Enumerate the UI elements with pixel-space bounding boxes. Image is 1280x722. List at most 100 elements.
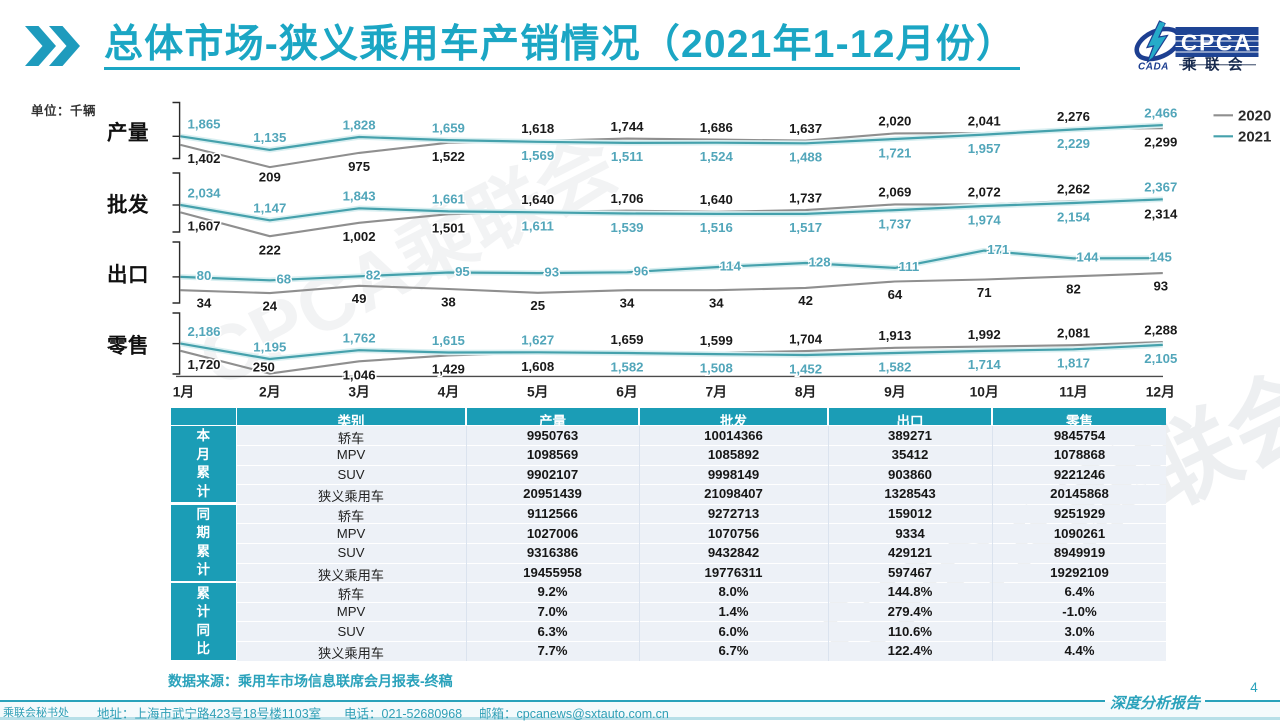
svg-text:80: 80 <box>197 268 212 283</box>
svg-text:2,154: 2,154 <box>1057 209 1091 224</box>
svg-text:1,607: 1,607 <box>187 219 220 234</box>
svg-text:1,582: 1,582 <box>878 359 911 374</box>
svg-text:2,229: 2,229 <box>1057 136 1090 151</box>
svg-text:82: 82 <box>366 268 381 283</box>
svg-text:1月: 1月 <box>173 385 194 400</box>
svg-text:1,661: 1,661 <box>432 192 465 207</box>
svg-text:975: 975 <box>348 159 370 174</box>
svg-text:1,615: 1,615 <box>432 333 465 348</box>
svg-text:1,865: 1,865 <box>187 117 220 132</box>
svg-text:2,367: 2,367 <box>1144 180 1177 195</box>
svg-text:71: 71 <box>977 285 992 300</box>
svg-text:1,524: 1,524 <box>700 149 734 164</box>
svg-text:93: 93 <box>1153 278 1168 293</box>
svg-text:2月: 2月 <box>259 385 280 400</box>
svg-text:93: 93 <box>544 264 559 279</box>
svg-text:批发: 批发 <box>107 193 149 217</box>
svg-text:1,608: 1,608 <box>521 359 554 374</box>
svg-text:2,288: 2,288 <box>1144 322 1177 337</box>
svg-text:24: 24 <box>262 298 277 313</box>
svg-text:1,522: 1,522 <box>432 149 465 164</box>
svg-text:171: 171 <box>987 242 1009 257</box>
svg-text:1,737: 1,737 <box>878 216 911 231</box>
svg-text:6月: 6月 <box>616 385 637 400</box>
svg-text:1,516: 1,516 <box>700 220 733 235</box>
svg-text:2,072: 2,072 <box>968 185 1001 200</box>
svg-text:CPCA: CPCA <box>1181 30 1252 56</box>
svg-text:1,002: 1,002 <box>343 229 376 244</box>
svg-text:38: 38 <box>441 294 456 309</box>
svg-text:95: 95 <box>455 264 470 279</box>
svg-text:1,452: 1,452 <box>789 361 822 376</box>
svg-text:5月: 5月 <box>527 385 548 400</box>
svg-text:34: 34 <box>620 296 635 311</box>
svg-text:1,599: 1,599 <box>700 333 733 348</box>
svg-text:25: 25 <box>530 298 545 313</box>
svg-text:2021: 2021 <box>1238 129 1271 146</box>
svg-text:产量: 产量 <box>107 121 149 145</box>
svg-text:2,299: 2,299 <box>1144 135 1177 150</box>
svg-text:49: 49 <box>352 291 367 306</box>
svg-text:1,488: 1,488 <box>789 150 822 165</box>
svg-text:1,539: 1,539 <box>610 220 643 235</box>
svg-text:9月: 9月 <box>884 385 905 400</box>
svg-text:乘联会: 乘联会 <box>1181 56 1251 74</box>
svg-text:2,186: 2,186 <box>187 324 220 339</box>
svg-text:1,147: 1,147 <box>253 201 286 216</box>
svg-text:1,659: 1,659 <box>432 120 465 135</box>
svg-text:1,640: 1,640 <box>521 192 554 207</box>
svg-text:1,992: 1,992 <box>968 327 1001 342</box>
svg-text:2,276: 2,276 <box>1057 109 1090 124</box>
svg-text:12月: 12月 <box>1146 385 1175 400</box>
svg-text:1,429: 1,429 <box>432 362 465 377</box>
svg-text:2,466: 2,466 <box>1144 105 1177 120</box>
svg-text:2,020: 2,020 <box>878 114 911 129</box>
svg-text:2,041: 2,041 <box>968 113 1001 128</box>
svg-text:2,034: 2,034 <box>187 185 221 200</box>
svg-text:1,686: 1,686 <box>700 120 733 135</box>
svg-text:2,105: 2,105 <box>1144 351 1177 366</box>
svg-text:1,957: 1,957 <box>968 141 1001 156</box>
svg-text:1,720: 1,720 <box>187 357 220 372</box>
svg-text:1,517: 1,517 <box>789 220 822 235</box>
svg-text:1,195: 1,195 <box>253 339 286 354</box>
svg-text:1,627: 1,627 <box>521 333 554 348</box>
svg-text:2,069: 2,069 <box>878 185 911 200</box>
svg-text:8月: 8月 <box>795 385 816 400</box>
svg-text:64: 64 <box>888 287 903 302</box>
svg-text:1,508: 1,508 <box>700 360 733 375</box>
svg-text:1,706: 1,706 <box>610 191 643 206</box>
svg-text:1,744: 1,744 <box>610 119 644 134</box>
svg-text:1,714: 1,714 <box>968 357 1002 372</box>
svg-text:3月: 3月 <box>348 385 369 400</box>
svg-text:1,828: 1,828 <box>343 117 376 132</box>
svg-text:4月: 4月 <box>438 385 459 400</box>
svg-text:1,737: 1,737 <box>789 190 822 205</box>
svg-text:1,704: 1,704 <box>789 331 823 346</box>
svg-text:128: 128 <box>809 254 831 269</box>
svg-text:145: 145 <box>1150 249 1172 264</box>
svg-text:10月: 10月 <box>970 385 999 400</box>
svg-text:111: 111 <box>899 259 920 274</box>
svg-text:1,659: 1,659 <box>610 332 643 347</box>
svg-text:1,611: 1,611 <box>522 219 554 234</box>
svg-text:82: 82 <box>1066 282 1081 297</box>
svg-text:2,314: 2,314 <box>1144 207 1178 222</box>
svg-text:42: 42 <box>798 293 813 308</box>
svg-text:1,046: 1,046 <box>343 368 376 383</box>
svg-text:11月: 11月 <box>1059 385 1087 400</box>
svg-text:2,081: 2,081 <box>1057 326 1090 341</box>
svg-text:CADA: CADA <box>1138 62 1169 73</box>
svg-text:1,913: 1,913 <box>878 328 911 343</box>
svg-text:1,135: 1,135 <box>253 130 286 145</box>
svg-text:1,721: 1,721 <box>878 145 911 160</box>
svg-text:1,501: 1,501 <box>432 221 465 236</box>
svg-text:34: 34 <box>709 296 724 311</box>
svg-text:1,640: 1,640 <box>700 192 733 207</box>
svg-text:2,262: 2,262 <box>1057 181 1090 196</box>
svg-text:1,402: 1,402 <box>187 151 220 166</box>
svg-text:1,974: 1,974 <box>968 212 1002 227</box>
svg-text:1,569: 1,569 <box>521 148 554 163</box>
svg-text:222: 222 <box>259 243 281 258</box>
svg-text:1,817: 1,817 <box>1057 356 1090 371</box>
